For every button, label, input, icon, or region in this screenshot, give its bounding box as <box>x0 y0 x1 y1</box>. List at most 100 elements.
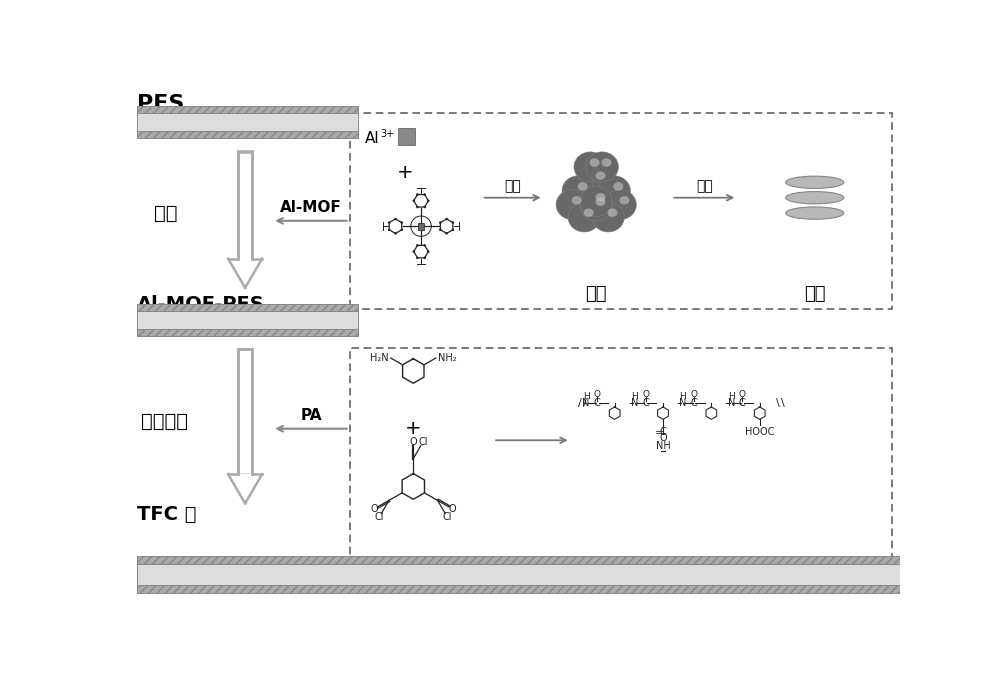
Text: 界面聚合: 界面聚合 <box>140 412 188 430</box>
Ellipse shape <box>786 192 844 204</box>
Text: C: C <box>594 398 601 408</box>
Ellipse shape <box>607 208 618 217</box>
Text: PA: PA <box>300 408 322 423</box>
Ellipse shape <box>580 191 612 221</box>
Ellipse shape <box>578 182 588 190</box>
Text: +: + <box>405 419 422 438</box>
Ellipse shape <box>556 190 589 220</box>
Text: N: N <box>582 398 590 408</box>
Polygon shape <box>228 474 262 503</box>
Text: N: N <box>631 398 638 408</box>
Bar <box>137 304 358 311</box>
Bar <box>350 113 892 310</box>
Bar <box>137 311 358 329</box>
Text: =: = <box>655 428 664 438</box>
Text: Al: Al <box>365 131 380 146</box>
Ellipse shape <box>592 202 624 232</box>
Text: N: N <box>679 398 687 408</box>
Ellipse shape <box>596 198 606 206</box>
Ellipse shape <box>786 176 844 188</box>
Ellipse shape <box>416 257 419 259</box>
Bar <box>238 349 252 474</box>
Text: Al-MOF: Al-MOF <box>280 201 342 215</box>
Text: O: O <box>739 390 746 399</box>
Ellipse shape <box>590 158 600 167</box>
Text: Cl: Cl <box>374 512 384 522</box>
Ellipse shape <box>427 199 430 202</box>
Ellipse shape <box>413 250 415 253</box>
Ellipse shape <box>604 190 636 220</box>
Text: O: O <box>642 390 649 399</box>
Text: O: O <box>659 434 667 443</box>
Text: H₂N: H₂N <box>370 353 388 363</box>
Ellipse shape <box>568 202 601 232</box>
Bar <box>137 113 358 132</box>
Text: O: O <box>409 437 417 447</box>
Bar <box>137 106 358 113</box>
Ellipse shape <box>598 176 630 206</box>
Polygon shape <box>228 258 262 288</box>
Ellipse shape <box>574 152 607 182</box>
Ellipse shape <box>596 171 606 180</box>
Ellipse shape <box>445 218 448 221</box>
Text: C: C <box>739 398 746 408</box>
Text: /: / <box>578 398 582 408</box>
Bar <box>137 329 358 336</box>
Ellipse shape <box>619 196 629 205</box>
Text: O: O <box>448 503 456 514</box>
Bar <box>398 128 415 145</box>
Ellipse shape <box>400 229 403 231</box>
Bar <box>238 151 252 258</box>
Text: O: O <box>691 390 698 399</box>
Ellipse shape <box>439 229 442 231</box>
Ellipse shape <box>452 229 454 231</box>
Bar <box>137 567 358 586</box>
Text: Cl: Cl <box>418 436 428 447</box>
Text: 水熹: 水熹 <box>504 179 521 193</box>
Text: 3+: 3+ <box>380 129 394 139</box>
Ellipse shape <box>613 182 623 190</box>
Ellipse shape <box>601 158 612 167</box>
Text: Cl: Cl <box>443 512 452 522</box>
Ellipse shape <box>416 244 419 247</box>
Bar <box>418 223 424 229</box>
Ellipse shape <box>439 221 442 224</box>
Text: H: H <box>583 392 590 401</box>
Ellipse shape <box>423 244 426 247</box>
Ellipse shape <box>416 193 419 196</box>
Ellipse shape <box>562 176 595 206</box>
Bar <box>137 584 900 593</box>
Text: \: \ <box>776 398 780 408</box>
Ellipse shape <box>596 193 606 201</box>
Text: /: / <box>583 398 586 408</box>
Text: \: \ <box>781 398 785 408</box>
Text: Al-MOF-PES: Al-MOF-PES <box>137 295 264 314</box>
Text: NH₂: NH₂ <box>438 353 457 363</box>
Text: H: H <box>679 392 686 401</box>
Ellipse shape <box>423 257 426 259</box>
Ellipse shape <box>580 186 612 216</box>
Text: 超声: 超声 <box>696 179 713 193</box>
Ellipse shape <box>394 218 397 221</box>
Bar <box>137 132 358 138</box>
Ellipse shape <box>452 221 454 224</box>
Ellipse shape <box>786 207 844 219</box>
Text: TFC 膜: TFC 膜 <box>137 505 196 524</box>
Ellipse shape <box>400 221 403 224</box>
Bar <box>137 560 358 567</box>
Text: O: O <box>371 503 378 514</box>
Ellipse shape <box>388 221 390 224</box>
Ellipse shape <box>584 208 594 217</box>
Text: N: N <box>728 398 735 408</box>
Text: C: C <box>660 427 666 436</box>
Ellipse shape <box>416 206 419 208</box>
Ellipse shape <box>394 232 397 235</box>
Ellipse shape <box>427 250 430 253</box>
Text: O: O <box>594 390 601 399</box>
Text: PES: PES <box>137 94 184 114</box>
Ellipse shape <box>423 206 426 208</box>
Text: H: H <box>631 392 638 401</box>
Text: HOOC: HOOC <box>745 427 774 436</box>
Bar <box>137 586 358 593</box>
Text: H: H <box>728 392 735 401</box>
